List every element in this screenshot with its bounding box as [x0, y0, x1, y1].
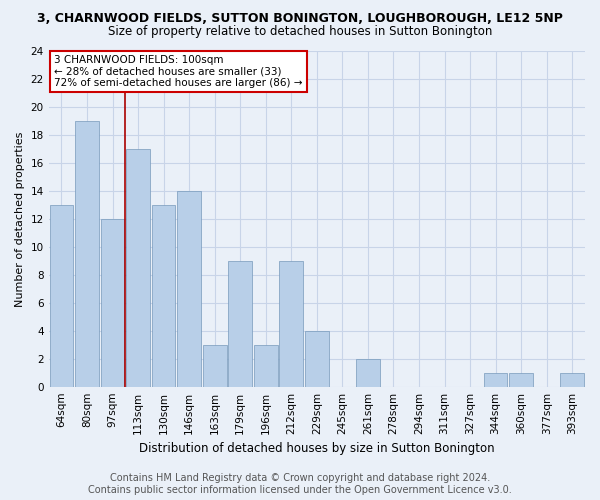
Bar [152, 205, 175, 386]
Bar [229, 261, 252, 386]
X-axis label: Distribution of detached houses by size in Sutton Bonington: Distribution of detached houses by size … [139, 442, 494, 455]
Bar [75, 122, 99, 386]
Bar [305, 331, 329, 386]
Text: Size of property relative to detached houses in Sutton Bonington: Size of property relative to detached ho… [108, 25, 492, 38]
Y-axis label: Number of detached properties: Number of detached properties [15, 132, 25, 307]
Bar [126, 150, 150, 386]
Bar [101, 219, 124, 386]
Text: 3, CHARNWOOD FIELDS, SUTTON BONINGTON, LOUGHBOROUGH, LE12 5NP: 3, CHARNWOOD FIELDS, SUTTON BONINGTON, L… [37, 12, 563, 26]
Bar [356, 358, 380, 386]
Bar [203, 345, 227, 387]
Bar [177, 191, 201, 386]
Bar [484, 372, 508, 386]
Text: 3 CHARNWOOD FIELDS: 100sqm
← 28% of detached houses are smaller (33)
72% of semi: 3 CHARNWOOD FIELDS: 100sqm ← 28% of deta… [54, 55, 302, 88]
Bar [560, 372, 584, 386]
Bar [50, 205, 73, 386]
Bar [254, 345, 278, 387]
Bar [509, 372, 533, 386]
Text: Contains HM Land Registry data © Crown copyright and database right 2024.
Contai: Contains HM Land Registry data © Crown c… [88, 474, 512, 495]
Bar [280, 261, 303, 386]
